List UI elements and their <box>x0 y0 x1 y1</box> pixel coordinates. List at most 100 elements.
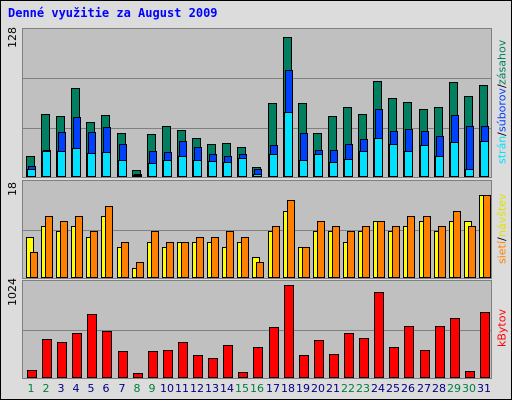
gridline <box>23 330 491 331</box>
bar-kbytov <box>133 373 143 378</box>
bar-stran <box>238 158 247 177</box>
legend-zasahov: zásahov <box>495 39 509 85</box>
bar-kbytov <box>208 358 218 378</box>
bar-kbytov <box>420 350 430 378</box>
bar-sieti <box>423 216 431 278</box>
bot-max-label: 1024 <box>6 278 19 306</box>
bar-sieti <box>317 221 325 278</box>
bar-sieti <box>75 216 83 278</box>
bar-kbytov <box>42 339 52 378</box>
gridline <box>23 78 491 79</box>
x-tick-label: 8 <box>133 382 141 395</box>
bar-kbytov <box>465 371 475 378</box>
bar-kbytov <box>223 345 233 378</box>
bar-sieti <box>226 231 234 278</box>
x-tick-label: 20 <box>311 382 325 395</box>
x-tick-label: 24 <box>371 382 385 395</box>
x-tick-label: 1 <box>27 382 35 395</box>
legend-navstev: návštev <box>495 193 509 237</box>
bar-sieti <box>151 231 159 278</box>
bar-stran <box>269 154 278 177</box>
bar-stran <box>389 144 398 177</box>
bar-stran <box>450 142 459 177</box>
x-tick-label: 7 <box>118 382 126 395</box>
bar-kbytov <box>314 340 324 378</box>
bar-kbytov <box>299 355 309 378</box>
x-tick-label: 21 <box>326 382 340 395</box>
bar-stran <box>102 152 111 177</box>
bar-stran <box>465 169 474 177</box>
bar-stran <box>223 162 232 177</box>
bar-sieti <box>453 211 461 278</box>
bar-sieti <box>121 242 129 278</box>
legend-sieti: sietí <box>495 240 509 264</box>
bar-kbytov <box>359 338 369 378</box>
bar-kbytov <box>57 342 67 378</box>
chart-title: Denné využitie za August 2009 <box>8 6 218 20</box>
bar-sieti <box>105 206 113 278</box>
bar-kbytov <box>450 318 460 378</box>
bar-stran <box>374 138 383 177</box>
x-tick-label: 15 <box>235 382 249 395</box>
bar-sieti <box>362 226 370 278</box>
legend-mid: sietí / návštev <box>494 180 510 277</box>
x-tick-label: 22 <box>341 382 355 395</box>
bar-kbytov <box>344 333 354 378</box>
bar-stran <box>480 141 489 177</box>
x-tick-label: 18 <box>281 382 295 395</box>
x-tick-label: 28 <box>432 382 446 395</box>
bar-sieti <box>392 226 400 278</box>
panel-visits <box>22 180 492 279</box>
legend-sep: / <box>495 84 509 89</box>
bar-sieti <box>196 237 204 278</box>
x-tick-label: 26 <box>401 382 415 395</box>
x-tick-label: 10 <box>160 382 174 395</box>
bar-kbytov <box>27 370 37 378</box>
gridline <box>23 128 491 129</box>
legend-bot: kBytov <box>494 280 510 377</box>
bar-stran <box>344 159 353 177</box>
x-tick-label: 11 <box>175 382 189 395</box>
x-tick-label: 30 <box>462 382 476 395</box>
bar-sieti <box>407 216 415 278</box>
bar-sieti <box>136 262 144 278</box>
bar-kbytov <box>389 347 399 378</box>
bar-kbytov <box>178 342 188 378</box>
x-tick-label: 5 <box>87 382 95 395</box>
x-tick-label: 9 <box>148 382 156 395</box>
bar-sieti <box>60 221 68 278</box>
bar-stran <box>133 175 142 177</box>
mid-max-label: 18 <box>6 182 19 196</box>
bar-sieti <box>377 221 385 278</box>
bar-kbytov <box>163 350 173 378</box>
bar-kbytov <box>269 327 279 378</box>
bar-sieti <box>287 200 295 278</box>
bar-stran <box>284 112 293 177</box>
gridline <box>23 230 491 231</box>
x-tick-label: 16 <box>250 382 264 395</box>
bar-sieti <box>483 195 491 278</box>
bar-kbytov <box>148 351 158 378</box>
bar-kbytov <box>102 331 112 378</box>
legend-sep: / <box>495 132 509 137</box>
x-tick-label: 29 <box>447 382 461 395</box>
x-tick-label: 3 <box>57 382 65 395</box>
bar-kbytov <box>404 326 414 378</box>
bar-kbytov <box>118 351 128 378</box>
bar-stran <box>193 160 202 177</box>
bar-stran <box>27 169 36 177</box>
bar-sieti <box>347 231 355 278</box>
bar-sieti <box>332 226 340 278</box>
bar-sieti <box>256 262 264 278</box>
x-tick-label: 14 <box>220 382 234 395</box>
bar-stran <box>329 162 338 177</box>
legend-suborov: súborov <box>495 88 509 133</box>
bar-kbytov <box>238 372 248 378</box>
legend-kbytov: kBytov <box>495 309 509 348</box>
bar-stran <box>57 151 66 177</box>
bar-sieti <box>241 237 249 278</box>
bar-stran <box>208 161 217 177</box>
bar-stran <box>178 156 187 177</box>
bar-stran <box>299 160 308 177</box>
bar-kbytov <box>193 355 203 378</box>
